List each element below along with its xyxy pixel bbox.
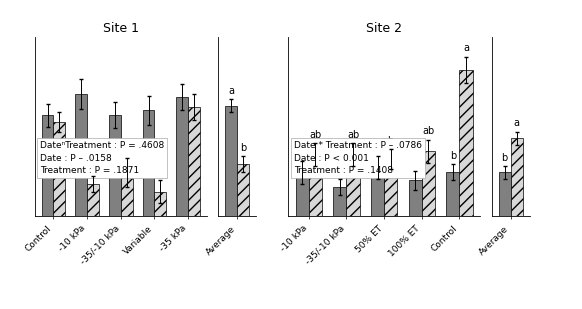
Bar: [54, 122, 65, 216]
Bar: [459, 70, 473, 216]
Text: ab: ab: [309, 130, 321, 140]
Title: Site 2: Site 2: [366, 22, 402, 35]
Bar: [333, 187, 346, 216]
Text: Date * Treatment : P – .0786
Date : P < 0.001
Treatment : P = .1408: Date * Treatment : P – .0786 Date : P < …: [294, 141, 422, 175]
Bar: [188, 107, 200, 216]
Bar: [409, 180, 422, 216]
Text: b: b: [412, 157, 418, 167]
Text: -: -: [91, 162, 95, 172]
Bar: [346, 154, 360, 216]
Bar: [371, 167, 384, 216]
Text: b: b: [240, 143, 246, 153]
Text: a: a: [463, 43, 469, 53]
Bar: [176, 97, 188, 216]
Text: b: b: [299, 148, 306, 158]
Bar: [154, 192, 166, 216]
Bar: [309, 154, 322, 216]
Text: a: a: [228, 86, 234, 96]
Bar: [384, 159, 398, 216]
Bar: [75, 94, 87, 216]
Text: a: a: [514, 118, 520, 128]
Text: b: b: [450, 151, 456, 161]
Bar: [499, 172, 511, 216]
Text: DateⁿTreatment : P = .4608
Date : P – .0158
Treatment : P = .1871: DateⁿTreatment : P = .4608 Date : P – .0…: [40, 141, 164, 175]
Title: Site 1: Site 1: [103, 22, 139, 35]
Bar: [87, 184, 99, 216]
Bar: [143, 110, 154, 216]
Text: b: b: [337, 166, 343, 176]
Text: b: b: [502, 153, 508, 163]
Bar: [296, 172, 309, 216]
Bar: [225, 105, 237, 216]
Bar: [446, 172, 459, 216]
Bar: [511, 138, 523, 216]
Text: b: b: [388, 136, 394, 146]
Text: b: b: [374, 143, 381, 153]
Bar: [109, 115, 121, 216]
Bar: [42, 115, 54, 216]
Text: ab: ab: [423, 126, 435, 137]
Bar: [237, 164, 249, 216]
Bar: [121, 172, 133, 216]
Bar: [422, 151, 435, 216]
Text: ab: ab: [347, 130, 359, 140]
